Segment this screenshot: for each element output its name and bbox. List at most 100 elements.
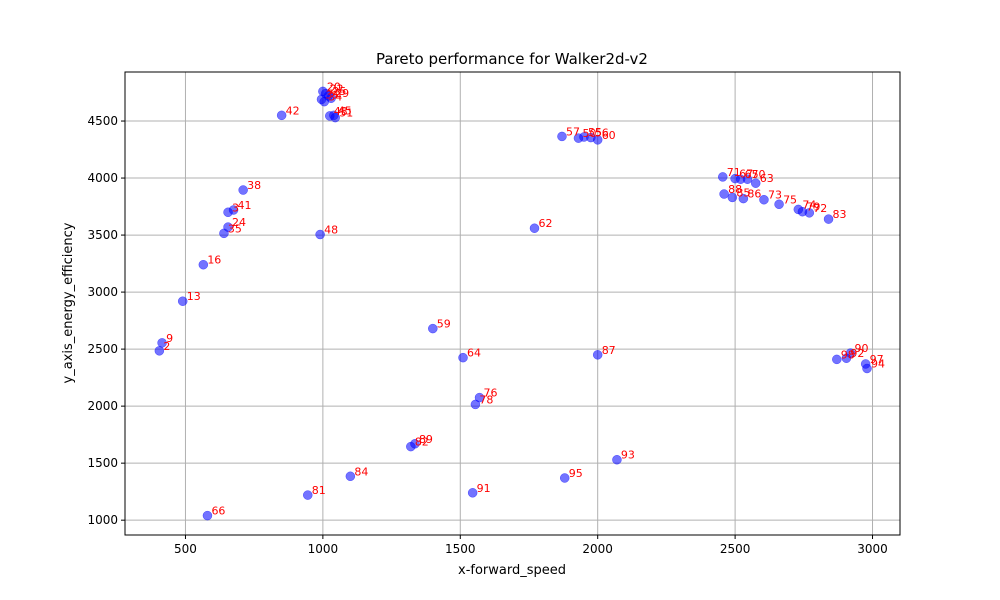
point-label: 31 <box>325 88 339 101</box>
y-tick-label: 4000 <box>87 171 118 185</box>
scatter-point <box>742 174 753 184</box>
point-label: 86 <box>747 188 761 201</box>
point-label: 55 <box>588 126 602 139</box>
scatter-point <box>612 454 622 465</box>
x-tick-label: 1000 <box>308 542 339 556</box>
point-label: 98 <box>841 348 855 361</box>
point-label: 75 <box>783 193 797 206</box>
point-label: 22 <box>330 83 344 96</box>
point-label: 42 <box>286 104 300 117</box>
point-label: 59 <box>437 318 451 331</box>
point-labels: 9213163524341384248668184828959647678919… <box>163 80 885 517</box>
point-label: 72 <box>813 202 827 215</box>
scatter-point <box>315 229 325 240</box>
point-label: 91 <box>477 482 491 495</box>
scatter-point <box>759 194 769 205</box>
y-tick-label: 3500 <box>87 228 118 242</box>
scatter-point <box>428 323 438 334</box>
scatter-point <box>727 192 738 203</box>
point-label: 51 <box>339 107 353 120</box>
point-label: 9 <box>166 332 173 345</box>
point-label: 29 <box>335 87 349 100</box>
point-label: 94 <box>871 358 885 371</box>
chart-title: Pareto performance for Walker2d-v2 <box>376 50 648 68</box>
scatter-point <box>717 172 728 182</box>
y-tick-label: 4500 <box>87 114 118 128</box>
scatter-point <box>198 259 209 270</box>
x-tick-label: 2500 <box>720 542 751 556</box>
y-tick-label: 1500 <box>87 456 118 470</box>
scatter-point <box>559 473 570 483</box>
point-label: 89 <box>419 433 433 446</box>
x-tick-label: 2000 <box>582 542 613 556</box>
point-label: 20 <box>327 80 341 93</box>
point-label: 3 <box>232 201 239 214</box>
plot-frame <box>124 71 901 536</box>
point-label: 70 <box>751 168 765 181</box>
point-label: 85 <box>736 186 750 199</box>
point-label: 56 <box>595 127 609 140</box>
scatter-point <box>774 199 784 210</box>
point-label: 65 <box>745 168 759 181</box>
grid-lines <box>125 72 900 535</box>
scatter-point <box>467 488 478 498</box>
point-label: 2 <box>163 340 170 353</box>
x-tick-label: 1500 <box>445 542 476 556</box>
x-axis-label: x-forward_speed <box>458 563 566 578</box>
y-axis-label: y_axis_energy_efficiency <box>61 222 76 383</box>
point-label: 43 <box>334 105 348 118</box>
point-label: 93 <box>621 449 635 462</box>
scatter-point <box>177 296 188 306</box>
point-label: 60 <box>602 129 616 142</box>
point-label: 57 <box>566 125 580 138</box>
y-tick-label: 2000 <box>87 399 118 413</box>
point-label: 67 <box>739 168 753 181</box>
scatter-point <box>319 96 329 107</box>
point-label: 74 <box>802 198 816 211</box>
point-label: 87 <box>602 344 616 357</box>
scatter-point <box>330 112 340 123</box>
point-label: 38 <box>247 179 261 192</box>
point-label: 79 <box>806 201 820 214</box>
point-label: 41 <box>238 199 252 212</box>
point-label: 92 <box>850 347 864 360</box>
scatter-point <box>529 223 540 233</box>
scatter-point <box>832 354 842 365</box>
point-label: 66 <box>211 505 225 518</box>
scatter-point <box>345 471 356 482</box>
point-label: 88 <box>728 183 742 196</box>
point-label: 78 <box>479 393 493 406</box>
point-label: 84 <box>354 465 368 478</box>
point-label: 82 <box>415 436 429 449</box>
point-label: 90 <box>855 342 869 355</box>
scatter-point <box>592 350 603 360</box>
y-axis-ticks: 1000 1500 2000 2500 3000 3500 4000 4500 <box>87 114 125 527</box>
point-label: 35 <box>228 222 242 235</box>
scatter-point <box>862 363 872 374</box>
point-label: 81 <box>312 484 326 497</box>
point-label: 97 <box>870 353 884 366</box>
point-label: 64 <box>467 347 481 360</box>
point-label: 63 <box>760 172 774 185</box>
scatter-point <box>592 135 603 145</box>
point-label: 95 <box>569 467 583 480</box>
scatter-point <box>750 178 761 188</box>
point-label: 24 <box>232 216 246 229</box>
point-label: 45 <box>338 104 352 117</box>
x-tick-label: 3000 <box>857 542 888 556</box>
scatter-point <box>719 189 729 199</box>
x-axis-ticks: 500 1000 1500 2000 2500 3000 <box>174 535 888 556</box>
y-tick-label: 3000 <box>87 285 118 299</box>
point-label: 34 <box>328 91 342 104</box>
point-label: 16 <box>207 254 221 267</box>
scatter-point <box>276 110 287 121</box>
scatter-point <box>238 185 248 195</box>
data-points <box>154 86 872 521</box>
point-label: 25 <box>332 85 346 98</box>
y-tick-label: 2500 <box>87 342 118 356</box>
scatter-point <box>303 490 313 500</box>
point-label: 13 <box>187 290 201 303</box>
point-label: 48 <box>324 224 338 237</box>
x-tick-label: 500 <box>174 542 197 556</box>
